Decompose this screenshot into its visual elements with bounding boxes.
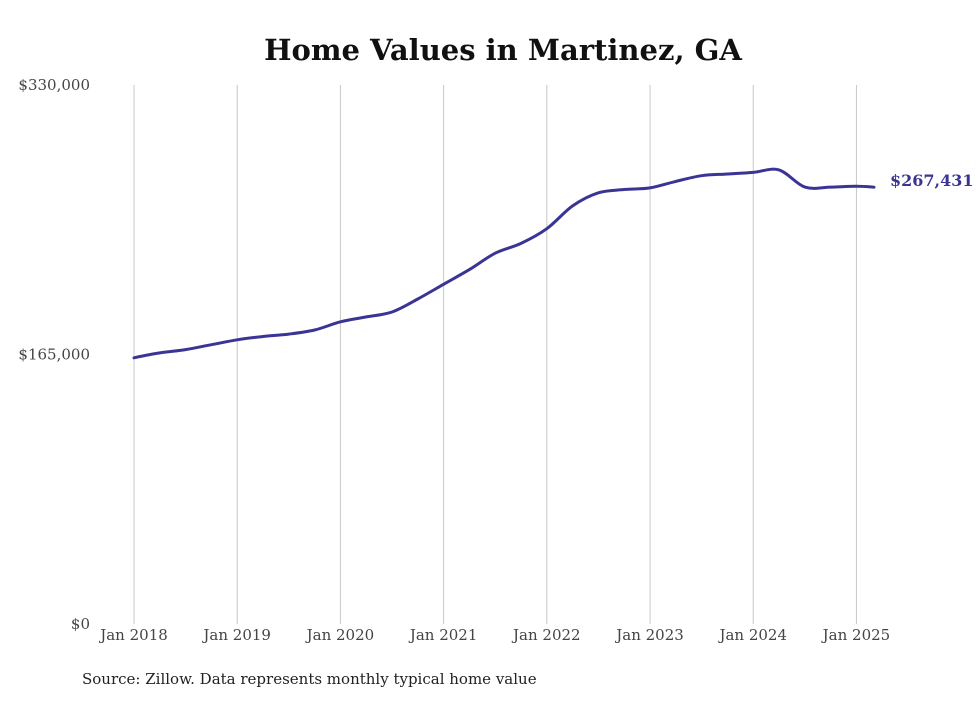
x-tick-label: Jan 2020 xyxy=(305,626,375,644)
chart-title: Home Values in Martinez, GA xyxy=(264,33,742,67)
x-tick-label: Jan 2025 xyxy=(821,626,891,644)
y-tick-label: $330,000 xyxy=(18,76,90,94)
series-lines: $267,431 xyxy=(132,167,974,360)
y-tick-label: $165,000 xyxy=(18,346,90,364)
x-tick-label: Jan 2018 xyxy=(98,626,168,644)
x-tick-label: Jan 2023 xyxy=(614,626,684,644)
x-tick-label: Jan 2021 xyxy=(408,626,478,644)
x-tick-label: Jan 2024 xyxy=(717,626,787,644)
x-axis-ticks: Jan 2018 Jan 2019 Jan 2020 Jan 2021 Jan 2022… xyxy=(98,626,890,644)
gridlines xyxy=(133,85,857,624)
series-line xyxy=(132,167,876,360)
y-tick-label: $0 xyxy=(71,615,90,633)
x-tick-label: Jan 2022 xyxy=(511,626,581,644)
end-value-label: $267,431 xyxy=(890,171,974,190)
x-tick-label: Jan 2019 xyxy=(201,626,271,644)
y-axis-ticks: $0 $165,000 $330,000 xyxy=(18,76,90,633)
source-note: Source: Zillow. Data represents monthly … xyxy=(82,670,537,688)
